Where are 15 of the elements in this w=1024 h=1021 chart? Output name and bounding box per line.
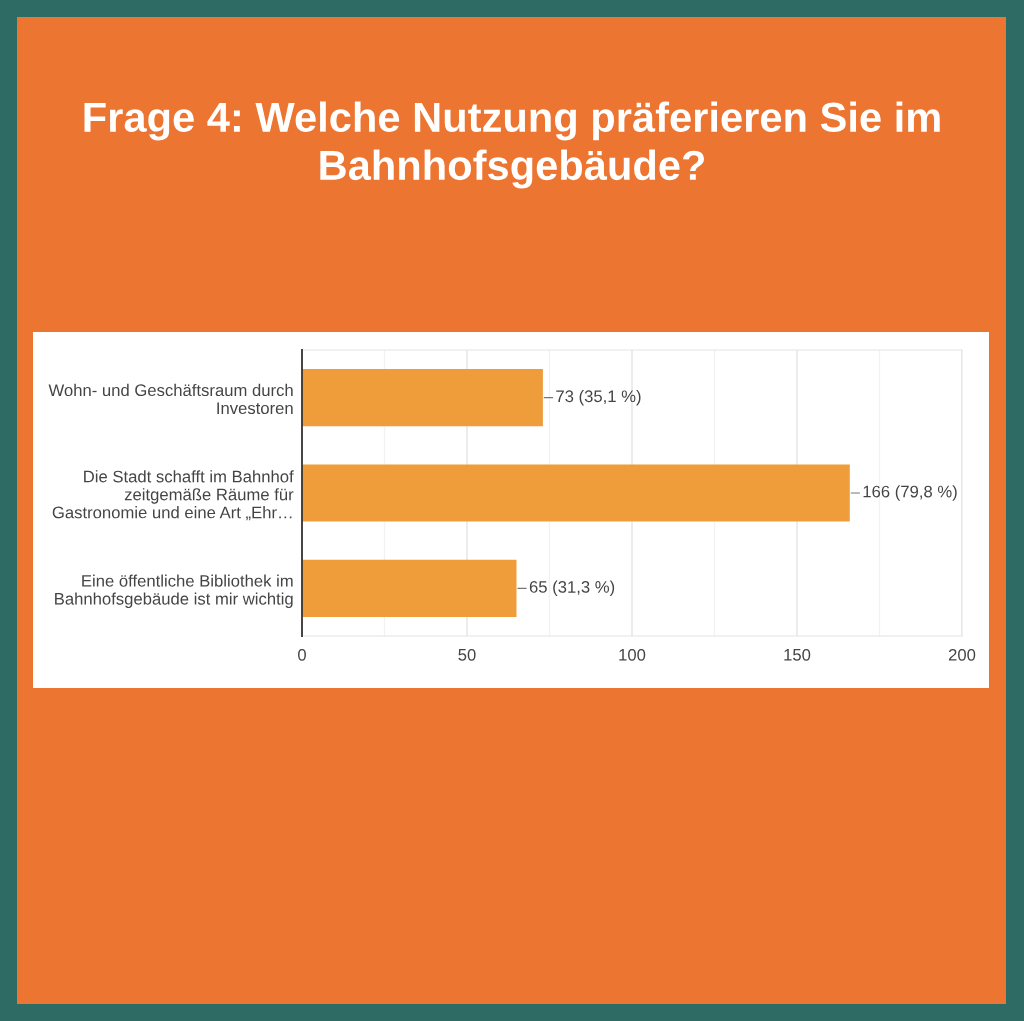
- data-label: 166 (79,8 %): [863, 485, 957, 501]
- x-tick-label: 0: [298, 648, 306, 661]
- x-tick-label: 200: [948, 648, 976, 661]
- bar: [302, 559, 517, 617]
- x-tick-label: 150: [784, 648, 811, 661]
- bar: [302, 369, 543, 427]
- data-label: 65 (31,3 %): [529, 580, 615, 597]
- y-tick-label: Eine öffentliche Bibliothek im Bahnhofsgebäude ist mir wichtig: [55, 574, 293, 609]
- y-tick-label: Die Stadt schafft im Bahnhof zeitgemäße Räume für Gastronomie und eine Art „Ehr…: [52, 470, 294, 521]
- x-tick-label: 100: [619, 648, 646, 661]
- y-tick-label: Wohn- und Geschäftsraum durch Investoren: [48, 383, 293, 415]
- chart-title: Frage 4: Welche Nutzung präferieren Sie im Bahnhofsgebäude?: [84, 101, 940, 189]
- bar: [302, 464, 850, 522]
- data-label: 73 (35,1 %): [556, 389, 641, 406]
- x-tick-label: 50: [458, 648, 476, 661]
